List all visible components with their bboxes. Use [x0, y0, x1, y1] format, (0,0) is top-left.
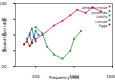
svg-text:Adults: Adults	[96, 15, 107, 19]
svg-text:Ambient noise: Ambient noise	[82, 6, 109, 10]
svg-text:20: 20	[1, 64, 7, 69]
svg-text:10000: 10000	[106, 74, 115, 79]
svg-text:100: 100	[32, 74, 40, 79]
svg-text:Larvae: Larvae	[95, 20, 108, 24]
svg-text:100: 100	[0, 1, 7, 6]
svg-text:Eggs: Eggs	[99, 24, 108, 28]
svg-text:Frequency (Hz): Frequency (Hz)	[49, 75, 80, 80]
svg-text:Sound level (dB): Sound level (dB)	[2, 18, 7, 51]
svg-text:Juveniles: Juveniles	[90, 11, 107, 15]
